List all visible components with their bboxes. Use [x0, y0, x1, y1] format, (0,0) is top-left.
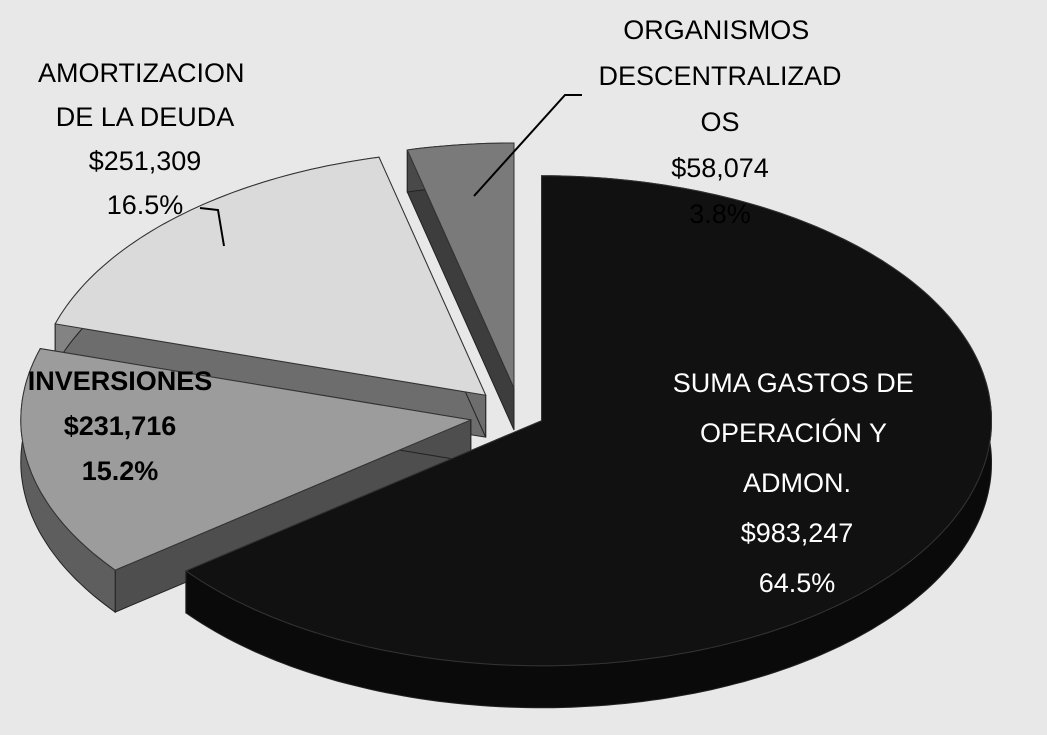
category-label: INVERSIONES	[28, 366, 213, 396]
label-line: ADMON.	[743, 468, 851, 498]
slice	[406, 142, 515, 389]
label-line: DESCENTRALIZAD	[598, 61, 841, 91]
slice	[54, 156, 487, 396]
value-label: $58,074	[671, 153, 769, 183]
leader-line	[199, 207, 225, 247]
value-label: $983,247	[741, 518, 854, 548]
category-label: ORGANISMOS DESCENTRALIZAD OS	[598, 15, 841, 137]
label-line: OPERACIÓN Y	[700, 417, 894, 448]
label-line: SUMA GASTOS DE	[673, 368, 922, 398]
slice	[184, 175, 992, 667]
percent-label: 16.5%	[107, 190, 184, 220]
labels: SUMA GASTOS DE OPERACIÓN Y ADMON. $983,24…	[28, 15, 922, 598]
label-line: INVERSIONES	[28, 366, 213, 396]
label-line: AMORTIZACION	[38, 58, 252, 88]
category-label: SUMA GASTOS DE OPERACIÓN Y ADMON.	[673, 368, 922, 498]
label-line: DE LA DEUDA	[56, 102, 235, 132]
category-label: AMORTIZACION DE LA DEUDA	[38, 58, 252, 132]
value-label: $231,716	[64, 411, 177, 441]
value-label: $251,309	[89, 146, 202, 176]
leader-line	[473, 94, 582, 197]
percent-label: 64.5%	[759, 568, 836, 598]
label-line: ORGANISMOS	[623, 15, 817, 45]
percent-label: 3.8%	[689, 199, 751, 229]
slice	[20, 348, 473, 571]
label-line: OS	[700, 107, 739, 137]
pie	[20, 142, 992, 709]
percent-label: 15.2%	[82, 456, 159, 486]
